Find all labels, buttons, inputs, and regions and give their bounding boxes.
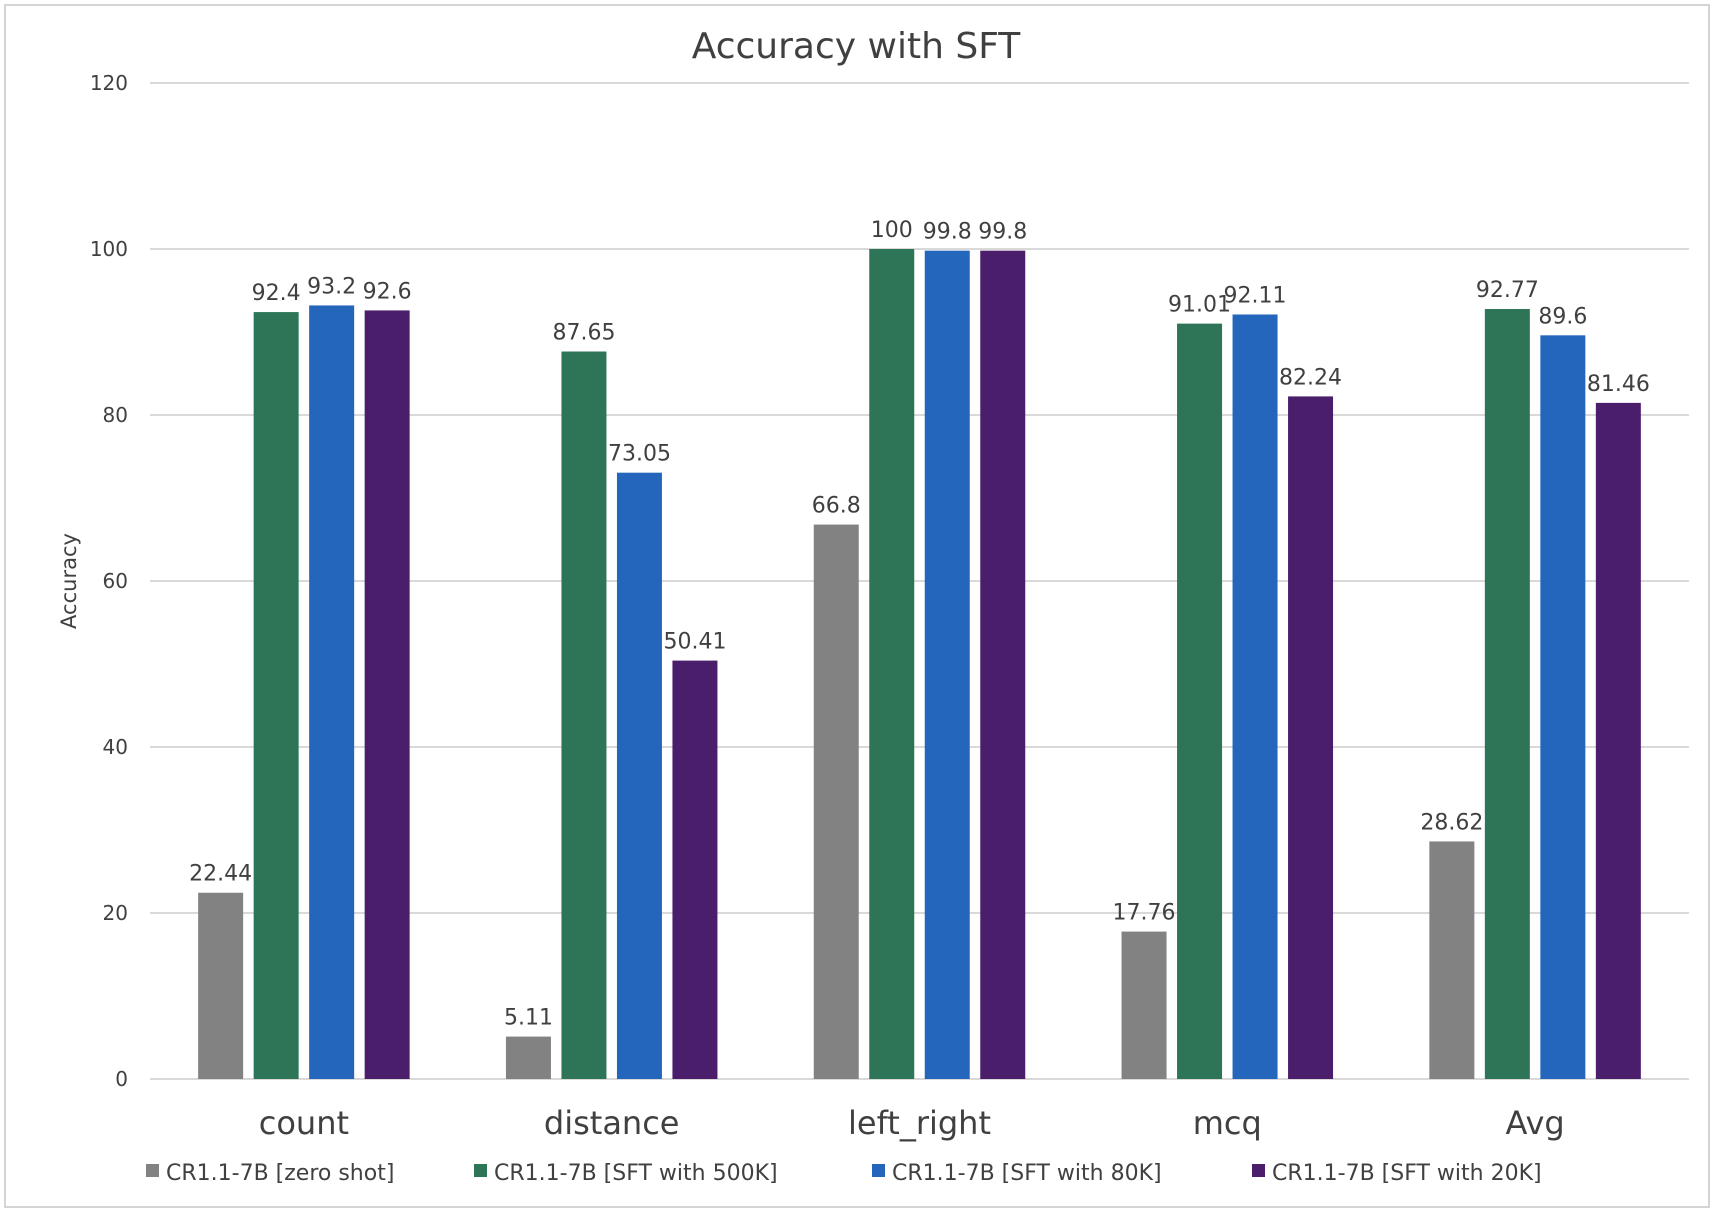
y-axis-label: Accuracy <box>57 533 81 629</box>
bar <box>1595 402 1641 1080</box>
bar <box>253 312 299 1080</box>
bar <box>1232 314 1278 1079</box>
data-label: 66.8 <box>812 494 861 519</box>
data-label: 81.46 <box>1587 372 1650 397</box>
y-tick-label: 100 <box>90 237 128 261</box>
data-label: 92.6 <box>363 279 412 304</box>
data-label: 92.77 <box>1476 278 1539 303</box>
y-tick-label: 40 <box>103 735 128 759</box>
bar <box>1121 931 1167 1079</box>
x-tick-label: Avg <box>1505 1104 1564 1142</box>
legend-label: CR1.1-7B [SFT with 20K] <box>1272 1161 1542 1186</box>
x-tick-label: left_right <box>848 1104 991 1142</box>
bar <box>1429 841 1475 1079</box>
data-label: 99.8 <box>978 220 1027 245</box>
data-label: 5.11 <box>504 1006 553 1031</box>
data-label: 82.24 <box>1279 365 1342 390</box>
bar <box>813 524 859 1079</box>
legend-swatch <box>872 1164 885 1177</box>
legend-label: CR1.1-7B [SFT with 500K] <box>494 1161 778 1186</box>
legend-swatch <box>1252 1164 1265 1177</box>
data-label: 93.2 <box>307 274 356 299</box>
y-tick-label: 20 <box>103 901 128 925</box>
data-label: 92.4 <box>252 281 301 306</box>
bar <box>672 660 718 1079</box>
data-label: 92.11 <box>1224 283 1287 308</box>
x-tick-label: count <box>259 1104 349 1142</box>
x-tick-label: mcq <box>1193 1104 1262 1142</box>
bar <box>1540 335 1586 1079</box>
y-tick-label: 120 <box>90 71 128 95</box>
legend-swatch <box>146 1164 159 1177</box>
data-label: 99.8 <box>923 220 972 245</box>
data-label: 17.76 <box>1113 901 1176 926</box>
data-label: 50.41 <box>663 630 726 655</box>
bar <box>869 249 915 1079</box>
legend-label: CR1.1-7B [zero shot] <box>166 1161 394 1186</box>
x-tick-label: distance <box>544 1104 680 1142</box>
data-label: 22.44 <box>189 862 252 887</box>
data-label: 91.01 <box>1168 293 1231 318</box>
bar <box>364 310 410 1079</box>
bar <box>1288 396 1334 1080</box>
bar <box>616 472 662 1079</box>
chart-frame <box>4 4 1710 1208</box>
bar <box>198 892 244 1079</box>
bar <box>980 250 1026 1079</box>
y-tick-label: 80 <box>103 403 128 427</box>
bar <box>1177 323 1223 1079</box>
chart-title: Accuracy with SFT <box>692 26 1022 67</box>
bar <box>561 351 607 1079</box>
legend-swatch <box>474 1164 487 1177</box>
y-tick-label: 0 <box>115 1067 128 1091</box>
bar <box>924 250 970 1079</box>
bar <box>505 1036 551 1079</box>
data-label: 28.62 <box>1420 810 1483 835</box>
data-label: 73.05 <box>608 442 671 467</box>
bar <box>1484 309 1530 1079</box>
y-tick-label: 60 <box>103 569 128 593</box>
data-label: 100 <box>871 218 913 243</box>
bar <box>309 305 355 1079</box>
legend-label: CR1.1-7B [SFT with 80K] <box>892 1161 1162 1186</box>
data-label: 87.65 <box>552 321 615 346</box>
data-label: 89.6 <box>1538 304 1587 329</box>
